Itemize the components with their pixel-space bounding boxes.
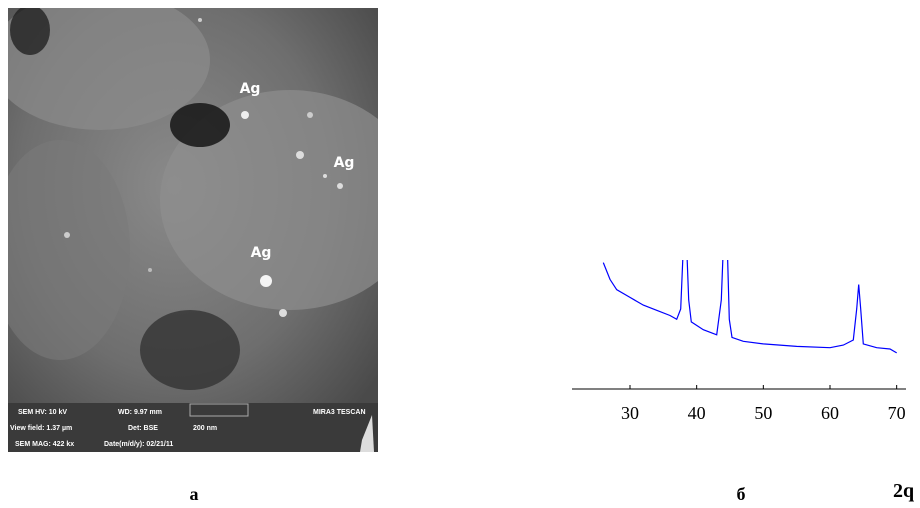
sem-info: View field: 1.37 µm [10, 425, 72, 432]
sem-info: 200 nm [193, 425, 217, 432]
sem-info: WD: 9.97 mm [118, 409, 162, 416]
plot-area [602, 260, 898, 354]
x-tick-label: 40 [688, 403, 706, 423]
x-axis-label: 2q [893, 480, 914, 502]
sem-info: Det: BSE [128, 425, 158, 432]
sem-info: SEM MAG: 422 kx [15, 441, 74, 448]
x-tick-label: 60 [821, 403, 839, 423]
xrd-line [602, 260, 898, 354]
x-tick-label: 50 [754, 403, 772, 423]
particle-label: Ag [334, 155, 355, 171]
particle-label: Ag [240, 81, 261, 97]
x-tick-label: 70 [888, 403, 906, 423]
sem-info: Date(m/d/y): 02/21/11 [104, 441, 173, 448]
sem-image [8, 8, 378, 452]
particle-label: Ag [251, 245, 272, 261]
sem-text-group: Ag Ag Ag SEM HV: 10 kV WD: 9.97 mm MIRA3… [10, 81, 366, 448]
panel-label: а [190, 484, 199, 504]
x-tick-label: 30 [621, 403, 639, 423]
sem-info: MIRA3 TESCAN [313, 409, 366, 416]
panel-label: б [737, 484, 746, 504]
sem-info: SEM HV: 10 kV [18, 409, 67, 416]
